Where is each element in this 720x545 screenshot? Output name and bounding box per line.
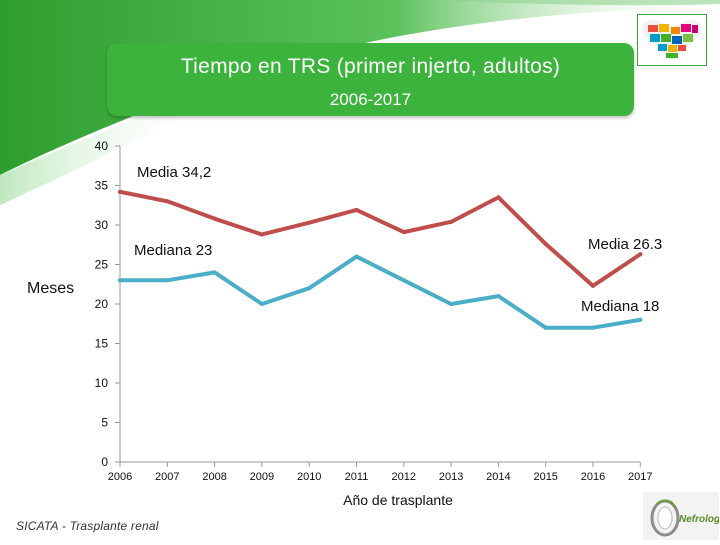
data-point-mediana [307, 286, 312, 291]
nefrologia-seal-icon: Nefrologia [643, 492, 720, 540]
x-tick-label: 2011 [345, 471, 369, 483]
seal-text: Nefrologia [679, 514, 719, 525]
x-tick-label: 2008 [202, 471, 226, 483]
data-point-mediana [401, 278, 406, 283]
x-tick-label: 2017 [628, 471, 652, 483]
data-point-media [165, 199, 170, 204]
series-line-mediana [118, 254, 643, 330]
data-point-media [591, 283, 595, 288]
x-tick-label: 2016 [581, 471, 605, 483]
y-tick-label: 5 [101, 416, 108, 430]
data-point-mediana [259, 302, 264, 306]
data-point-mediana [638, 317, 643, 322]
x-tick-label: 2010 [297, 471, 321, 483]
x-tick-label: 2009 [250, 471, 274, 483]
data-point-media [638, 252, 643, 257]
y-tick-label: 20 [95, 297, 109, 311]
data-point-media [118, 189, 122, 194]
title-box: Tiempo en TRS (primer injerto, adultos) … [107, 43, 634, 116]
mediana-end-label: Mediana 18 [581, 298, 659, 315]
source-note: SICATA - Trasplante renal [16, 519, 159, 533]
nefrologia-seal: Nefrologia [643, 492, 720, 540]
data-point-mediana [496, 294, 501, 299]
y-tick-label: 25 [95, 258, 109, 272]
data-point-media [496, 195, 501, 200]
y-tick-label: 15 [95, 337, 109, 351]
heart-logo [637, 14, 707, 66]
series-line-media [118, 189, 643, 288]
data-point-media [401, 230, 406, 235]
y-tick-label: 35 [95, 179, 109, 193]
x-tick-label: 2007 [155, 471, 179, 483]
data-point-media [307, 220, 312, 225]
heart-logo-icon [642, 19, 702, 61]
y-tick-label: 0 [101, 455, 108, 469]
data-point-mediana [354, 254, 359, 259]
y-tick-label: 10 [95, 376, 109, 390]
data-point-mediana [212, 270, 217, 275]
data-point-media [543, 241, 548, 246]
data-point-media [259, 232, 264, 237]
y-axis-label: Meses [27, 280, 74, 297]
x-tick-label: 2015 [533, 471, 557, 483]
data-point-media [449, 219, 454, 224]
data-point-mediana [449, 302, 454, 306]
data-point-mediana [543, 325, 548, 330]
data-point-media [354, 207, 359, 212]
y-tick-label: 30 [95, 218, 109, 232]
x-tick-label: 2006 [108, 471, 132, 483]
x-axis-label: Año de trasplante [343, 492, 453, 508]
data-point-mediana [118, 278, 122, 283]
x-tick-label: 2013 [439, 471, 463, 483]
media-end-label: Media 26.3 [588, 236, 662, 253]
mediana-start-label: Mediana 23 [134, 242, 212, 259]
chart-subtitle: 2006-2017 [329, 90, 412, 109]
data-point-mediana [591, 325, 595, 330]
data-point-mediana [165, 278, 170, 283]
x-tick-label: 2014 [486, 471, 510, 483]
data-point-media [212, 216, 217, 221]
chart-title: Tiempo en TRS (primer injerto, adultos) [180, 55, 561, 78]
media-start-label: Media 34,2 [137, 164, 211, 181]
x-tick-label: 2012 [392, 471, 416, 483]
y-tick-label: 40 [95, 139, 109, 153]
